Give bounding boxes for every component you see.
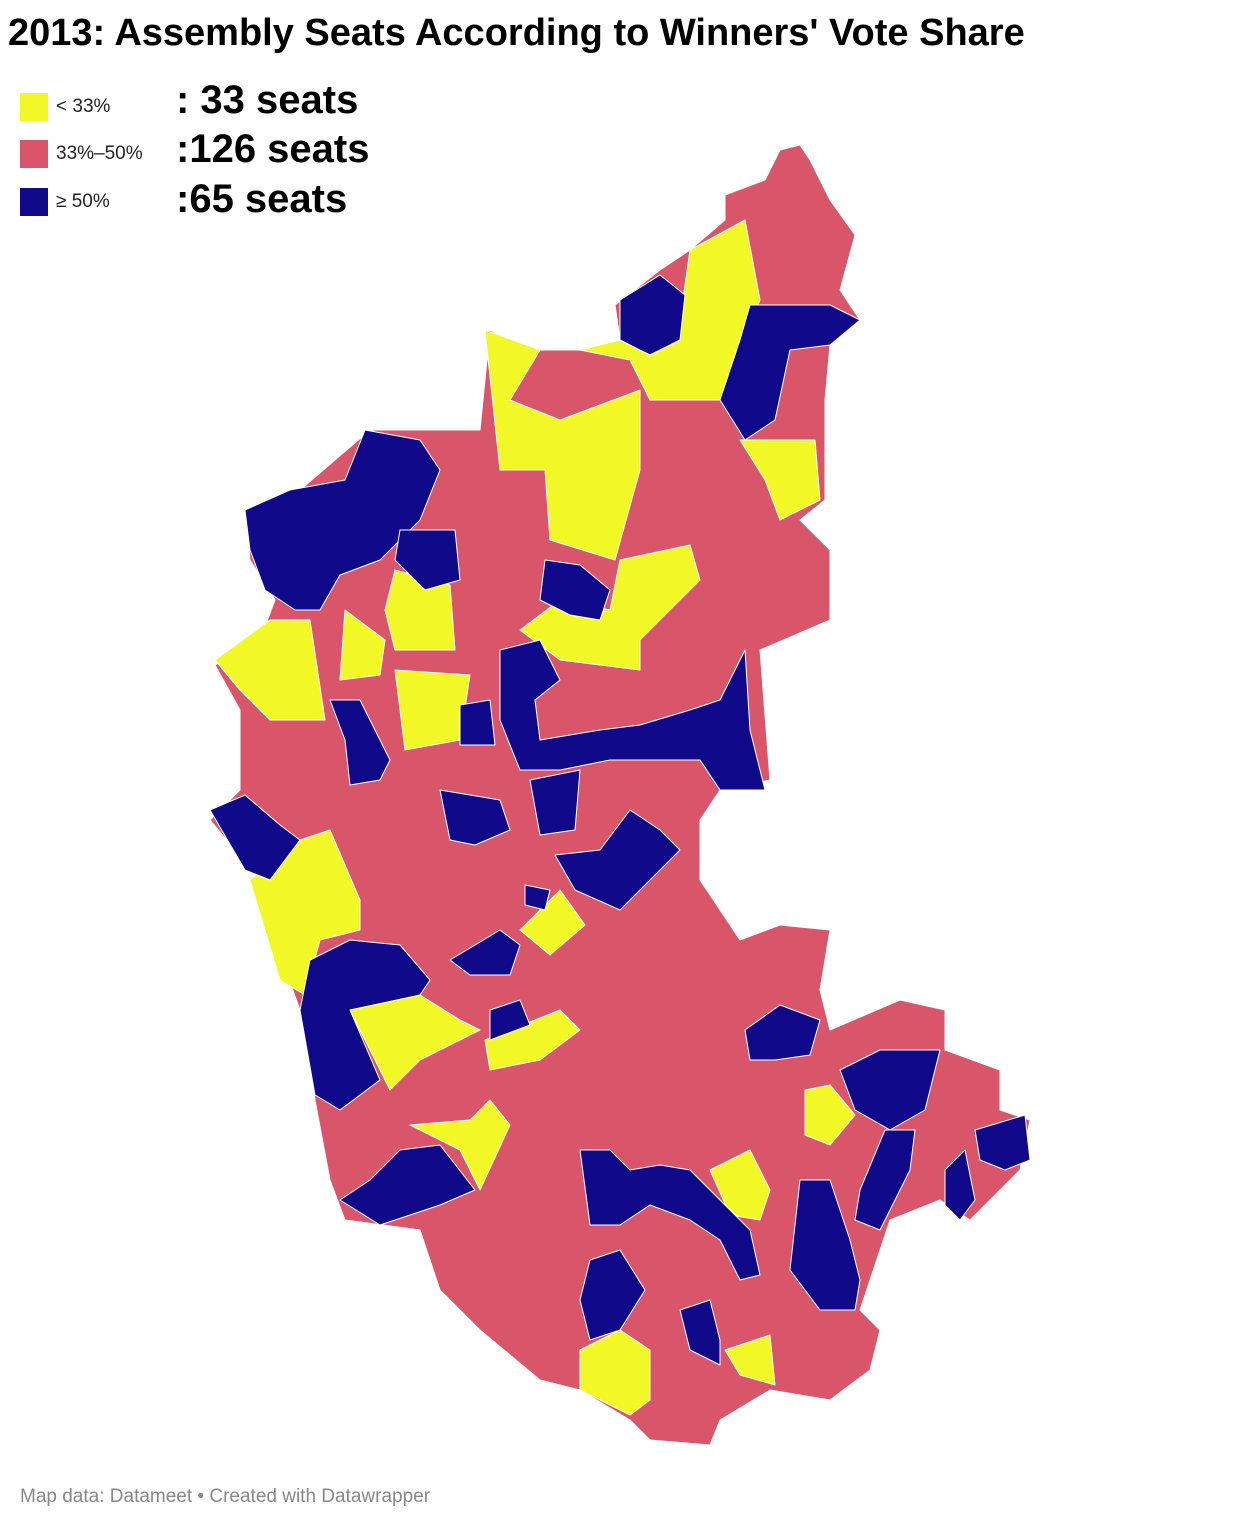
region <box>299 939 431 1111</box>
legend-label: ≥ 50% <box>56 191 110 212</box>
region <box>329 699 391 786</box>
region <box>724 1334 776 1386</box>
region <box>409 1099 511 1191</box>
legend-swatch <box>20 140 48 168</box>
region <box>339 609 386 681</box>
legend-label: < 33% <box>56 96 111 117</box>
region <box>439 789 511 846</box>
region <box>449 929 521 976</box>
region <box>744 1004 821 1061</box>
seat-count: :126 seats <box>176 127 370 171</box>
region <box>394 529 461 591</box>
region <box>579 1249 646 1341</box>
region <box>854 1129 916 1231</box>
region <box>499 639 766 791</box>
region <box>944 1149 976 1221</box>
region <box>839 1049 941 1131</box>
region <box>339 1144 476 1226</box>
region <box>739 439 821 521</box>
seat-count: :65 seats <box>176 177 348 221</box>
region <box>719 304 861 441</box>
region <box>484 1009 581 1071</box>
title: 2013: Assembly Seats According to Winner… <box>8 12 1025 54</box>
region <box>459 699 496 746</box>
region <box>539 559 611 621</box>
region <box>489 999 531 1041</box>
region <box>789 1179 861 1311</box>
legend-swatch <box>20 188 48 216</box>
region <box>579 1149 761 1281</box>
region <box>619 274 686 356</box>
blue-regions <box>209 274 1031 1366</box>
legend-swatch <box>20 93 48 121</box>
region <box>529 769 581 836</box>
region <box>209 794 301 881</box>
footer: Map data: Datameet • Created with Datawr… <box>20 1486 431 1507</box>
region <box>804 1084 856 1146</box>
seat-count: : 33 seats <box>176 78 359 122</box>
region <box>214 619 326 721</box>
region <box>249 829 361 996</box>
legend-label: 33%–50% <box>56 143 143 164</box>
region <box>524 884 551 911</box>
region <box>484 329 641 561</box>
region <box>974 1114 1031 1171</box>
region <box>554 809 681 911</box>
region <box>394 669 471 751</box>
region <box>679 1299 721 1366</box>
